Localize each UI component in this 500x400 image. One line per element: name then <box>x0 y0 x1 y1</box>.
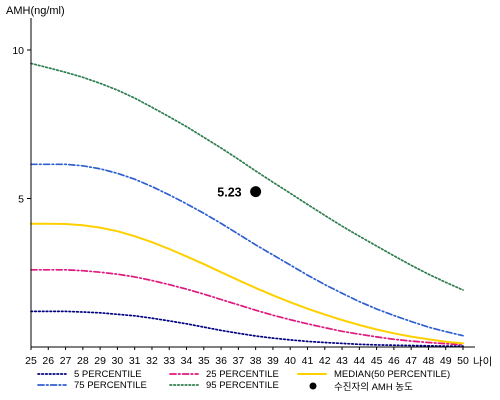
x-tick-label: 45 <box>371 355 383 367</box>
x-tick-label: 39 <box>267 355 279 367</box>
x-tick-label: 43 <box>336 355 348 367</box>
x-tick-label: 32 <box>146 355 158 367</box>
percentile-curves <box>30 62 464 347</box>
legend-label-75-percentile: 75 PERCENTILE <box>74 380 147 391</box>
legend-label-patient-amh: 수진자의 AMH 농도 <box>334 382 413 393</box>
y-axis-label: AMH(ng/ml) <box>6 5 65 17</box>
x-tick-label: 34 <box>181 355 193 367</box>
legend-label-5-percentile: 5 PERCENTILE <box>74 369 142 380</box>
x-tick-label: 33 <box>163 355 175 367</box>
y-tick-label: 10 <box>12 45 24 57</box>
x-tick-label: 47 <box>405 355 417 367</box>
x-tick-label: 46 <box>388 355 400 367</box>
series-line-95-percentile <box>30 62 464 291</box>
x-tick-label: 28 <box>77 355 89 367</box>
x-tick-label: 27 <box>60 355 72 367</box>
series-line-median-50-percentile <box>30 222 464 345</box>
patient-amh-value-label: 5.23 <box>217 186 241 200</box>
patient-amh-point <box>250 186 262 198</box>
x-tick-label: 41 <box>302 355 314 367</box>
x-axis-label: 나이 <box>473 356 492 368</box>
x-tick-label: 36 <box>215 355 227 367</box>
x-tick-label: 48 <box>423 355 435 367</box>
x-tick-label: 44 <box>353 355 365 367</box>
x-tick-label: 50 <box>457 355 469 367</box>
x-tick-label: 40 <box>284 355 296 367</box>
x-tick-label: 31 <box>129 355 141 367</box>
x-tick-label: 49 <box>440 355 452 367</box>
legend-point-marker <box>309 382 317 390</box>
legend: 5 PERCENTILE 25 PERCENTILE MEDIAN(50 PERCE… <box>37 369 450 393</box>
legend-label-95-percentile: 95 PERCENTILE <box>206 380 279 391</box>
x-tick-label: 25 <box>25 355 37 367</box>
legend-label-median-50-percentile: MEDIAN(50 PERCENTILE) <box>334 369 450 380</box>
x-tick-label: 30 <box>112 355 124 367</box>
x-tick-label: 42 <box>319 355 331 367</box>
x-tick-label: 35 <box>198 355 210 367</box>
y-ticks: 5 10 <box>12 45 31 206</box>
x-tick-label: 26 <box>42 355 54 367</box>
legend-label-25-percentile: 25 PERCENTILE <box>206 369 279 380</box>
x-tick-label: 38 <box>250 355 262 367</box>
patient-point-group: 5.23 <box>217 186 262 200</box>
x-tick-label: 29 <box>94 355 106 367</box>
x-ticks: 25 26 27 28 29 30 31 32 33 34 35 36 37 38 39 40 41 42 43 44… <box>25 347 469 367</box>
series-line-75-percentile <box>30 163 464 337</box>
x-tick-label: 37 <box>233 355 245 367</box>
series-line-5-percentile <box>30 310 464 347</box>
y-tick-label: 5 <box>18 194 24 206</box>
series-line-25-percentile <box>30 268 464 346</box>
